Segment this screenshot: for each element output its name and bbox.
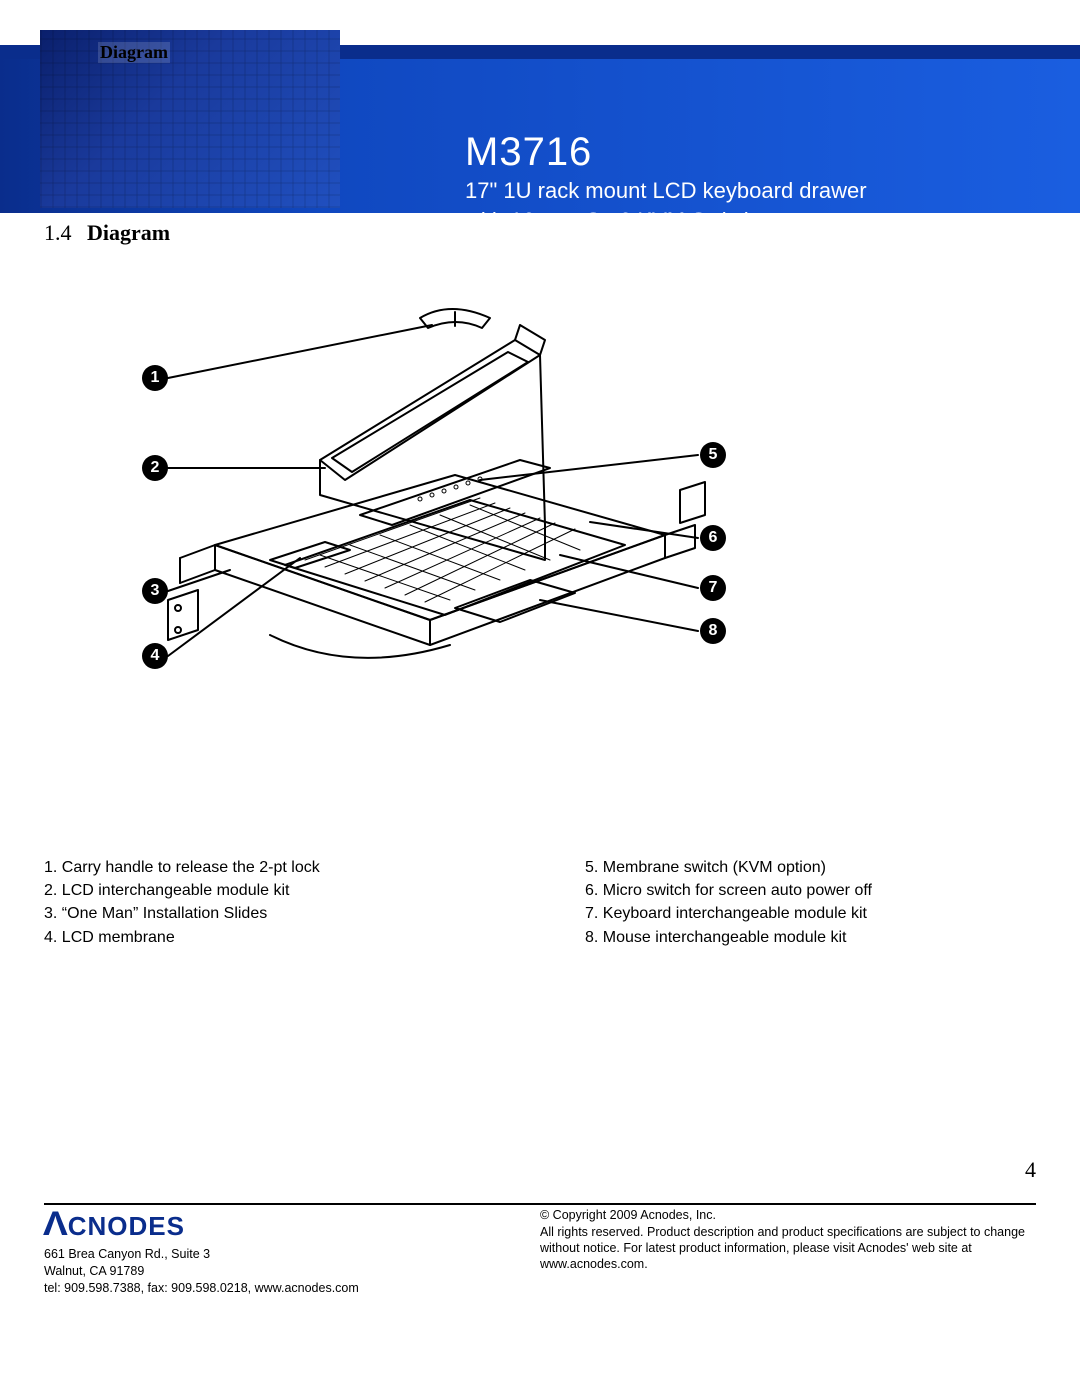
- page-footer: Λ CNODES 661 Brea Canyon Rd., Suite 3 Wa…: [44, 1207, 1036, 1297]
- address-line-3: tel: 909.598.7388, fax: 909.598.0218, ww…: [44, 1280, 520, 1297]
- legend-item-3: 3. “One Man” Installation Slides: [44, 902, 495, 925]
- legend-left-column: 1. Carry handle to release the 2-pt lock…: [44, 856, 495, 949]
- legend-item-6: 6. Micro switch for screen auto power of…: [585, 879, 1036, 902]
- section-heading: 1.4 Diagram: [44, 220, 170, 246]
- address-line-2: Walnut, CA 91789: [44, 1263, 520, 1280]
- callout-1: 1: [142, 365, 168, 391]
- callout-6: 6: [700, 525, 726, 551]
- header-badge: Diagram: [98, 42, 170, 63]
- legend-item-2: 2. LCD interchangeable module kit: [44, 879, 495, 902]
- callout-3: 3: [142, 578, 168, 604]
- acnodes-logo: Λ CNODES: [44, 1207, 520, 1242]
- page-header: Diagram M3716 17" 1U rack mount LCD keyb…: [0, 0, 1080, 218]
- callout-4: 4: [142, 643, 168, 669]
- legend-item-1: 1. Carry handle to release the 2-pt lock: [44, 856, 495, 879]
- diagram: 1 2 3 4 5 6 7 8: [120, 300, 760, 740]
- address-line-1: 661 Brea Canyon Rd., Suite 3: [44, 1246, 520, 1263]
- footer-right: © Copyright 2009 Acnodes, Inc. All right…: [540, 1207, 1036, 1272]
- footer-address: 661 Brea Canyon Rd., Suite 3 Walnut, CA …: [44, 1246, 520, 1297]
- product-model: M3716: [465, 130, 867, 175]
- section-label: Diagram: [87, 220, 170, 245]
- product-subtitle-2: with 16 port Cat6 KVM Switch: [465, 207, 867, 235]
- callout-5: 5: [700, 442, 726, 468]
- footer-left: Λ CNODES 661 Brea Canyon Rd., Suite 3 Wa…: [44, 1207, 520, 1297]
- legend-right-column: 5. Membrane switch (KVM option) 6. Micro…: [585, 856, 1036, 949]
- kvm-drawer-illustration: [120, 300, 760, 740]
- legal-text: All rights reserved. Product description…: [540, 1224, 1036, 1273]
- legend-item-8: 8. Mouse interchangeable module kit: [585, 926, 1036, 949]
- legend-item-7: 7. Keyboard interchangeable module kit: [585, 902, 1036, 925]
- footer-divider: [44, 1203, 1036, 1205]
- header-text-block: M3716 17" 1U rack mount LCD keyboard dra…: [465, 130, 867, 234]
- callout-2: 2: [142, 455, 168, 481]
- copyright-line: © Copyright 2009 Acnodes, Inc.: [540, 1207, 1036, 1223]
- header-circuit-image: Diagram: [40, 30, 340, 208]
- logo-text: CNODES: [68, 1211, 185, 1242]
- callout-7: 7: [700, 575, 726, 601]
- callout-8: 8: [700, 618, 726, 644]
- diagram-legend: 1. Carry handle to release the 2-pt lock…: [44, 856, 1036, 949]
- logo-lambda-icon: Λ: [43, 1207, 68, 1241]
- legend-item-4: 4. LCD membrane: [44, 926, 495, 949]
- product-subtitle-1: 17" 1U rack mount LCD keyboard drawer: [465, 177, 867, 205]
- legend-item-5: 5. Membrane switch (KVM option): [585, 856, 1036, 879]
- page-number: 4: [1025, 1157, 1036, 1183]
- section-number: 1.4: [44, 220, 72, 245]
